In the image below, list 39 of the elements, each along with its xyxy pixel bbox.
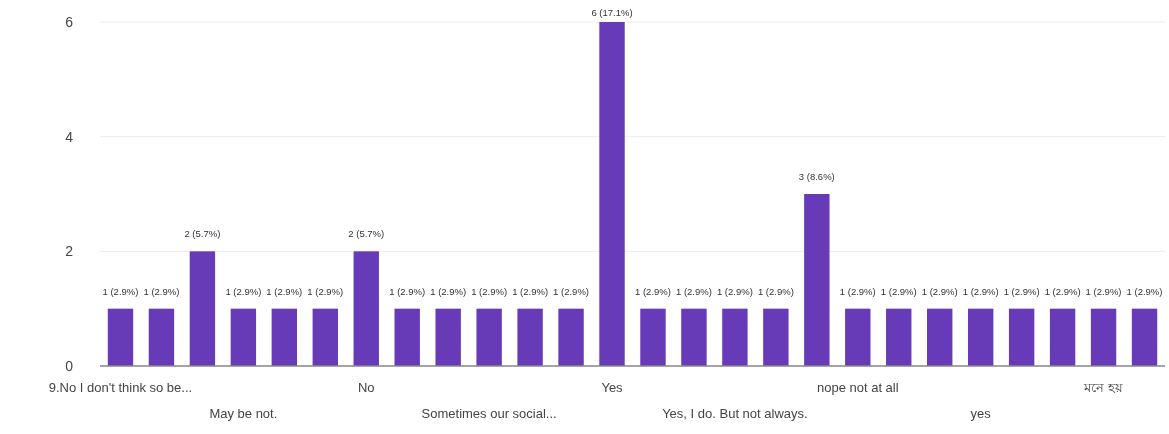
data-label: 1 (2.9%) xyxy=(471,285,508,297)
data-label: 1 (2.9%) xyxy=(389,285,426,297)
data-label: 1 (2.9%) xyxy=(553,285,590,297)
data-label: 3 (8.6%) xyxy=(798,171,835,182)
data-label: 1 (2.9%) xyxy=(716,285,753,297)
data-label: 1 (2.9%) xyxy=(839,285,876,297)
data-label: 1 (2.9%) xyxy=(1003,285,1040,297)
y-tick-label: 4 xyxy=(65,128,74,145)
x-tick-label: No xyxy=(357,380,375,395)
x-tick-label: May be not. xyxy=(209,406,278,421)
data-label: 1 (2.9%) xyxy=(102,285,139,297)
data-label: 1 (2.9%) xyxy=(635,285,671,297)
data-label: 1 (2.9%) xyxy=(430,285,467,297)
x-tick-label: yes xyxy=(970,406,992,421)
data-label: 1 (2.9%) xyxy=(1085,285,1122,297)
data-label: 1 (2.9%) xyxy=(921,285,958,297)
y-tick-label: 0 xyxy=(65,358,74,374)
data-label: 1 (2.9%) xyxy=(880,285,917,297)
data-label: 1 (2.9%) xyxy=(143,285,180,297)
data-label: 1 (2.9%) xyxy=(225,285,262,297)
y-tick-label: 2 xyxy=(65,243,74,260)
data-label: 1 (2.9%) xyxy=(962,285,999,297)
data-label: 1 (2.9%) xyxy=(757,285,794,297)
x-tick-label: Sometimes our social... xyxy=(421,406,557,421)
data-label: 2 (5.7%) xyxy=(184,228,221,240)
data-label: 6 (17.1%) xyxy=(591,7,633,18)
data-label: 1 (2.9%) xyxy=(675,285,712,297)
data-label: 1 (2.9%) xyxy=(512,285,549,297)
data-label: 2 (5.7%) xyxy=(348,228,385,240)
x-tick-label: nope not at all xyxy=(816,380,899,395)
x-tick-label: মনে হয় xyxy=(1083,380,1123,395)
x-tick-label: Yes, I do. But not always. xyxy=(662,406,808,421)
data-label: 1 (2.9%) xyxy=(307,285,344,297)
data-label: 1 (2.9%) xyxy=(1126,285,1163,297)
data-label: 1 (2.9%) xyxy=(1044,285,1081,297)
x-tick-label: Yes xyxy=(601,380,624,395)
data-label: 1 (2.9%) xyxy=(266,285,303,297)
x-tick-label: 9.No I don't think so be... xyxy=(48,380,193,395)
y-tick-label: 6 xyxy=(65,14,74,30)
